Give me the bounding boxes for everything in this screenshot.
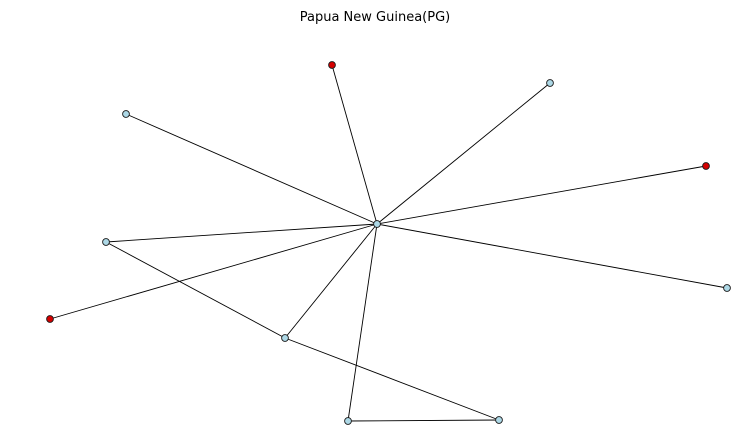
- node-n1: [328, 61, 336, 69]
- edges-layer: [49, 64, 728, 422]
- node-n3: [122, 110, 130, 118]
- node-n4: [702, 162, 710, 170]
- edge-hub-n6: [105, 223, 378, 243]
- edge-hub-n5: [376, 223, 728, 289]
- edge-hub-n2: [376, 82, 551, 225]
- edge-n8-n10: [284, 337, 500, 421]
- node-n8: [281, 334, 289, 342]
- edge-hub-n7: [49, 223, 378, 320]
- edge-n9-n10: [347, 419, 500, 422]
- node-n2: [546, 79, 554, 87]
- node-n10: [495, 416, 503, 424]
- node-n9: [344, 417, 352, 425]
- edge-hub-n3: [125, 113, 378, 225]
- edge-hub-n9: [347, 223, 378, 422]
- node-hub: [373, 220, 381, 228]
- graph-title: Papua New Guinea(PG): [299, 10, 451, 25]
- edge-hub-n8: [284, 223, 378, 339]
- edge-hub-n1: [331, 64, 378, 225]
- node-n6: [102, 238, 110, 246]
- node-n7: [46, 315, 54, 323]
- edge-n6-n8: [105, 241, 286, 339]
- edge-hub-n4: [376, 165, 707, 225]
- node-n5: [723, 284, 731, 292]
- nodes-layer: [46, 61, 731, 425]
